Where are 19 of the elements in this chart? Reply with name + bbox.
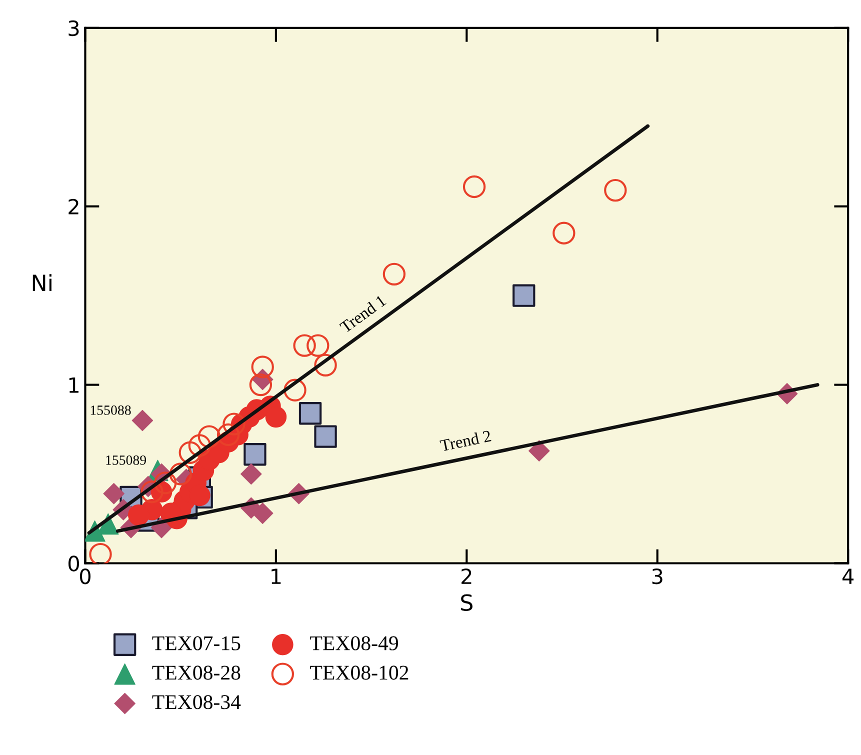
legend-label: TEX08-28 <box>152 666 240 680</box>
annotation: 155089 <box>106 455 146 465</box>
y-axis-title: Ni <box>32 274 52 291</box>
x-tick-label: 3 <box>652 568 662 584</box>
x-tick-label: 2 <box>462 568 472 584</box>
legend-label: TEX08-49 <box>310 636 398 650</box>
legend-label: TEX08-102 <box>310 666 408 680</box>
y-tick-label: 0 <box>68 556 79 572</box>
legend-label: TEX08-34 <box>152 695 241 710</box>
x-tick-label: 4 <box>842 568 854 584</box>
y-tick-label: 2 <box>68 198 78 214</box>
x-tick-label: 0 <box>80 568 90 584</box>
x-tick-label: 1 <box>272 568 281 584</box>
y-tick-label: 3 <box>68 20 79 36</box>
y-tick-label: 1 <box>69 378 78 393</box>
x-axis-title: S <box>461 594 472 612</box>
annotation: 155088 <box>90 406 131 415</box>
text: Trend 2 <box>440 430 492 452</box>
legend-label: TEX07-15 <box>152 636 240 650</box>
